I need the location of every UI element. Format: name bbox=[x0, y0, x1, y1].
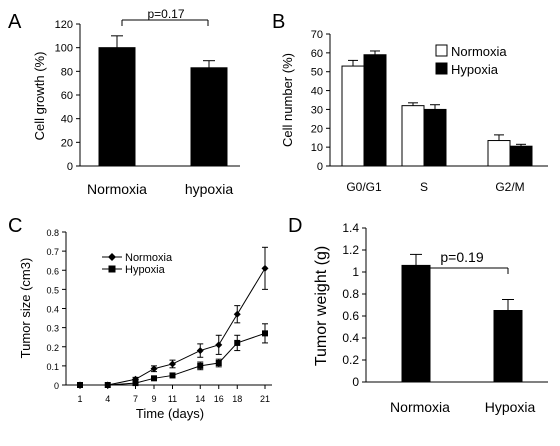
bar-normoxia-a bbox=[98, 47, 136, 167]
y-tick-label-c: 0.8 bbox=[46, 228, 59, 238]
bar-normoxia-b bbox=[401, 105, 425, 167]
x-tick-label-c: 14 bbox=[195, 394, 205, 404]
bar-hypoxia-b bbox=[509, 145, 533, 167]
y-tick-label-a: 40 bbox=[61, 114, 73, 126]
legend-marker-normoxia-c bbox=[108, 253, 116, 261]
y-tick-label-a: 100 bbox=[55, 43, 73, 55]
y-tick-label-c: 0.3 bbox=[46, 324, 59, 334]
bar-hypoxia-a bbox=[190, 67, 228, 167]
x-tick-label-a: Normoxia bbox=[87, 181, 147, 197]
x-axis-label-c: Time (days) bbox=[136, 406, 204, 421]
y-axis-label-c: Tumor size (cm3) bbox=[18, 258, 33, 359]
y-tick-label-b: 60 bbox=[311, 48, 323, 60]
panel-d-chart: 0 0.2 0.4 0.6 0.8 1 1.2 1.4 Normoxia Hypoxia p=0… bbox=[313, 221, 548, 415]
y-tick-label-b: 50 bbox=[311, 67, 323, 79]
x-tick-label-b: S bbox=[420, 180, 428, 194]
point-normoxia-c bbox=[169, 360, 176, 368]
y-tick-label-b: 0 bbox=[317, 161, 323, 173]
x-tick-label-c: 16 bbox=[214, 394, 224, 404]
point-normoxia-c bbox=[196, 347, 204, 355]
legend-marker-hypoxia-c bbox=[108, 265, 116, 273]
point-hypoxia-c bbox=[104, 382, 111, 388]
point-hypoxia-c bbox=[132, 380, 139, 387]
x-tick-label-d: Normoxia bbox=[390, 399, 450, 415]
bar-normoxia-b bbox=[341, 65, 365, 167]
y-tick-label-d: 1.2 bbox=[342, 243, 359, 257]
legend-label-hypoxia-c: Hypoxia bbox=[125, 264, 166, 276]
point-hypoxia-c bbox=[151, 375, 157, 382]
y-tick-label-a: 60 bbox=[61, 90, 73, 102]
panel-a-chart: 0 20 40 60 80 100 120 Normoxia hypoxia p=0.17 C… bbox=[32, 7, 240, 197]
point-hypoxia-c bbox=[215, 360, 222, 367]
x-tick-label-c: 18 bbox=[232, 394, 242, 404]
y-tick-label-a: 80 bbox=[61, 66, 73, 78]
x-tick-label-b: G0/G1 bbox=[346, 180, 382, 194]
y-axis-label-d: Tumor weight (g) bbox=[313, 246, 330, 366]
y-tick-label-c: 0 bbox=[54, 381, 59, 391]
y-tick-label-b: 30 bbox=[311, 104, 323, 116]
legend-swatch-hypoxia-b bbox=[435, 62, 448, 75]
point-hypoxia-c bbox=[234, 339, 241, 346]
legend-swatch-normoxia-b bbox=[435, 44, 448, 57]
point-hypoxia-c bbox=[77, 382, 83, 388]
point-normoxia-c bbox=[150, 365, 158, 373]
y-tick-label-d: 1.4 bbox=[342, 221, 359, 235]
y-tick-label-c: 0.6 bbox=[46, 266, 59, 276]
panel-c-chart: 00.10.20.30.40.50.60.70.8 1 4 7 9 11 14 16 18 21… bbox=[18, 228, 272, 421]
x-tick-label-c: 4 bbox=[105, 394, 110, 404]
y-tick-label-b: 70 bbox=[311, 29, 323, 41]
x-tick-label-c: 21 bbox=[260, 394, 270, 404]
panel-letter-b: B bbox=[272, 11, 285, 33]
legend-label-hypoxia-b: Hypoxia bbox=[451, 62, 499, 77]
y-tick-label-c: 0.5 bbox=[46, 285, 59, 295]
x-tick-label-c: 7 bbox=[133, 394, 138, 404]
panel-letter-c: C bbox=[8, 215, 22, 237]
annotation-p-value-a: p=0.17 bbox=[147, 7, 184, 21]
point-normoxia-c bbox=[215, 341, 223, 349]
bar-normoxia-b bbox=[487, 140, 511, 167]
y-axis-label-b: Cell number (%) bbox=[280, 53, 295, 147]
x-tick-label-c: 9 bbox=[151, 394, 156, 404]
bar-normoxia-d bbox=[401, 264, 431, 383]
point-hypoxia-c bbox=[169, 372, 176, 379]
y-tick-label-c: 0.4 bbox=[46, 305, 59, 315]
y-tick-label-a: 120 bbox=[55, 19, 73, 31]
bar-hypoxia-b bbox=[363, 54, 387, 167]
y-tick-label-d: 0.4 bbox=[342, 331, 359, 345]
point-normoxia-c bbox=[233, 310, 241, 318]
panel-b-chart: 0 10 20 30 40 50 60 70 G0/G1 S G2/M Normoxia Hypo… bbox=[280, 29, 548, 194]
y-tick-label-d: 0.8 bbox=[342, 287, 359, 301]
bar-hypoxia-b bbox=[423, 108, 447, 167]
bar-hypoxia-d bbox=[493, 310, 523, 383]
y-tick-label-c: 0.1 bbox=[46, 362, 59, 372]
y-tick-label-c: 0.7 bbox=[46, 247, 59, 257]
legend-label-normoxia-c: Normoxia bbox=[125, 252, 173, 264]
y-tick-label-a: 20 bbox=[61, 137, 73, 149]
point-normoxia-c bbox=[261, 264, 269, 272]
x-tick-label-a: hypoxia bbox=[185, 181, 233, 197]
y-tick-label-a: 0 bbox=[67, 161, 73, 173]
y-tick-label-b: 10 bbox=[311, 142, 323, 154]
y-tick-label-d: 0.6 bbox=[342, 309, 359, 323]
y-tick-label-d: 0 bbox=[352, 375, 359, 389]
panel-letter-a: A bbox=[8, 11, 22, 33]
x-tick-label-b: G2/M bbox=[495, 180, 524, 194]
legend-label-normoxia-b: Normoxia bbox=[451, 44, 507, 59]
panel-letter-d: D bbox=[288, 215, 302, 237]
x-tick-label-d: Hypoxia bbox=[485, 399, 536, 415]
y-tick-label-b: 20 bbox=[311, 123, 323, 135]
point-hypoxia-c bbox=[262, 330, 268, 337]
y-axis-label-a: Cell growth (%) bbox=[32, 52, 47, 141]
y-tick-label-b: 40 bbox=[311, 86, 323, 98]
y-tick-label-c: 0.2 bbox=[46, 343, 59, 353]
point-hypoxia-c bbox=[197, 362, 204, 369]
x-tick-label-c: 1 bbox=[77, 394, 82, 404]
x-tick-label-c: 11 bbox=[168, 394, 177, 404]
annotation-p-value-d: p=0.19 bbox=[440, 249, 483, 265]
y-tick-label-d: 0.2 bbox=[342, 353, 359, 367]
y-tick-label-d: 1 bbox=[352, 265, 359, 279]
